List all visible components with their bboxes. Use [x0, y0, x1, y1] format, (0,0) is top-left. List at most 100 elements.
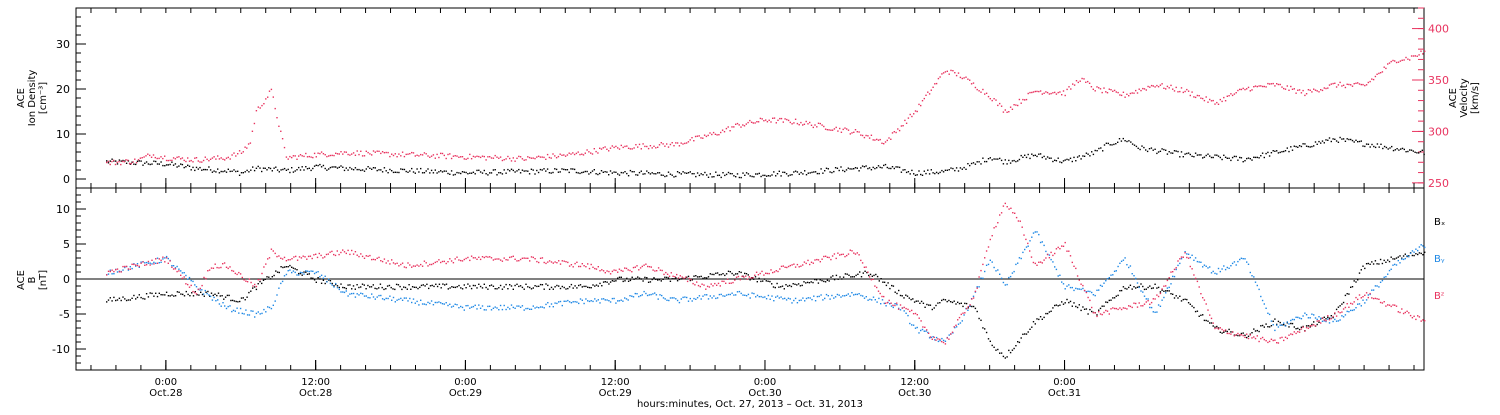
data-point [287, 270, 289, 272]
data-point [308, 155, 310, 158]
data-point [565, 288, 567, 290]
data-point [694, 284, 696, 286]
data-point [1202, 157, 1204, 159]
data-point [914, 110, 917, 112]
data-point [736, 122, 739, 125]
data-point [1128, 95, 1130, 97]
data-point [865, 165, 867, 167]
data-point [217, 155, 219, 157]
data-point [840, 296, 842, 298]
data-point [982, 327, 984, 329]
data-point [1270, 338, 1273, 340]
data-point [1173, 275, 1176, 278]
data-point [1076, 288, 1079, 290]
data-point [1076, 306, 1079, 309]
data-point [398, 298, 400, 301]
data-point [426, 283, 428, 285]
data-point [319, 278, 321, 280]
data-point [926, 303, 928, 306]
data-point [476, 155, 478, 157]
data-point [422, 284, 424, 286]
data-point [903, 306, 905, 309]
data-point [363, 295, 366, 297]
data-point [1258, 288, 1260, 291]
data-point [1014, 212, 1016, 214]
data-point [1401, 308, 1403, 310]
data-point [190, 169, 192, 171]
data-point [629, 295, 631, 297]
data-point [597, 266, 599, 268]
data-point [1242, 258, 1244, 260]
data-point [620, 269, 622, 272]
data-point [675, 298, 677, 300]
data-point [169, 295, 171, 297]
data-point [1207, 101, 1209, 103]
data-point [1011, 108, 1014, 110]
data-point [1256, 156, 1258, 159]
data-point [489, 256, 491, 258]
data-point [1297, 327, 1299, 330]
data-point [624, 171, 626, 173]
data-point [955, 303, 957, 305]
data-point [581, 153, 583, 155]
data-point [1272, 324, 1274, 326]
data-point [380, 152, 382, 155]
data-point [1083, 308, 1086, 310]
data-point [172, 164, 175, 166]
data-point [296, 274, 298, 276]
data-point [991, 344, 993, 347]
data-point [678, 301, 681, 304]
data-point [125, 159, 127, 161]
data-point [617, 300, 619, 302]
data-point [272, 250, 274, 252]
data-point [842, 128, 844, 131]
data-point [1128, 140, 1130, 142]
data-point [291, 271, 293, 274]
data-point [1113, 270, 1116, 272]
data-point [1038, 318, 1040, 321]
data-point [485, 286, 487, 289]
data-point [405, 266, 407, 269]
data-point [1360, 305, 1362, 307]
data-point [655, 294, 658, 296]
data-point [463, 309, 465, 311]
data-point [1221, 328, 1223, 331]
data-point [644, 173, 646, 175]
data-point [1413, 251, 1415, 253]
data-point [953, 300, 955, 302]
data-point [492, 157, 495, 159]
data-point [701, 283, 703, 285]
data-point [1022, 251, 1024, 254]
data-point [483, 155, 485, 158]
data-point [1120, 94, 1123, 97]
data-point [1267, 151, 1269, 154]
data-point [631, 171, 633, 173]
data-point [172, 265, 175, 267]
data-point [1055, 268, 1058, 271]
data-point [588, 300, 591, 303]
data-point [872, 278, 874, 280]
data-point [232, 270, 235, 272]
data-point [629, 269, 631, 272]
data-point [308, 167, 310, 169]
x-tick-date: Oct.29 [449, 388, 482, 399]
data-point [1008, 276, 1010, 279]
data-point [1270, 325, 1273, 327]
data-point [817, 282, 820, 284]
data-point [658, 278, 661, 281]
data-point [436, 153, 438, 156]
data-point [631, 271, 633, 273]
data-point [913, 173, 915, 175]
data-point [985, 160, 988, 163]
data-point [921, 328, 924, 331]
data-point [1002, 111, 1005, 113]
data-point [805, 262, 807, 265]
data-point [460, 156, 462, 158]
data-point [1404, 257, 1406, 260]
data-point [1052, 307, 1054, 309]
data-point [696, 281, 698, 283]
data-point [1237, 334, 1239, 337]
data-point [588, 267, 591, 270]
data-point [1369, 293, 1371, 296]
data-point [1341, 311, 1343, 313]
